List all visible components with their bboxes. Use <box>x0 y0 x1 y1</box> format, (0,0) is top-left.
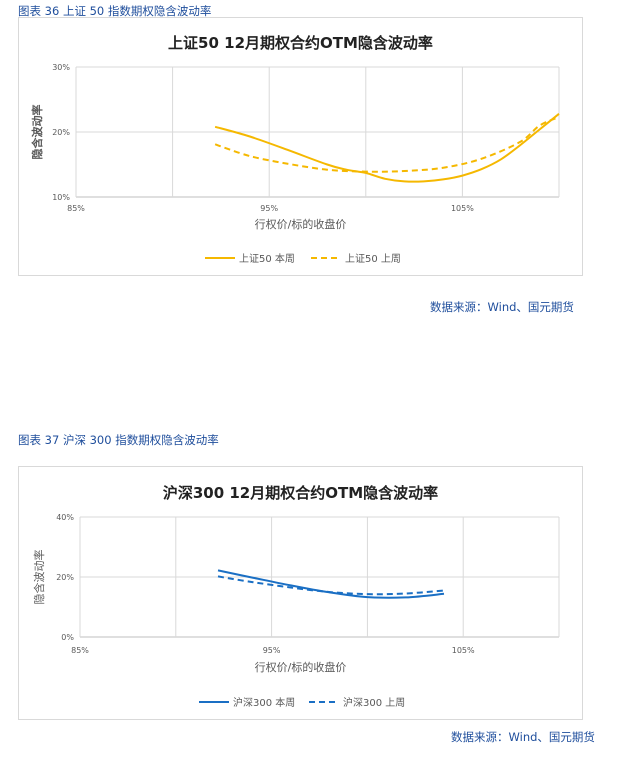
series-line-last-week <box>214 116 560 173</box>
x-tick-label: 95% <box>263 646 281 655</box>
legend-label: 沪深300 上周 <box>343 696 405 709</box>
y-axis-title: 隐含波动率 <box>30 105 44 160</box>
x-tick-label: 105% <box>452 646 475 655</box>
series-line-this-week <box>214 113 560 183</box>
y-tick-label: 40% <box>56 513 74 522</box>
legend-label: 上证50 本周 <box>239 252 295 265</box>
x-axis-title: 行权价/标的收盘价 <box>255 660 347 674</box>
x-axis-title: 行权价/标的收盘价 <box>255 217 347 231</box>
chart-csi300: 沪深300 12月期权合约OTM隐含波动率 0% 20% 40% 85% 95% 105% 行… <box>18 466 583 720</box>
x-tick-label: 85% <box>71 646 89 655</box>
chart-sse50-svg: 上证50 12月期权合约OTM隐含波动率 10% 20% 30% 85% 95% 105% 行… <box>30 34 560 265</box>
x-tick-label: 95% <box>260 204 278 213</box>
y-tick-label: 10% <box>52 193 70 202</box>
y-axis-title: 隐含波动率 <box>32 550 46 605</box>
data-source-37: 数据来源：Wind、国元期货 <box>451 730 595 744</box>
y-tick-label: 20% <box>56 573 74 582</box>
y-tick-label: 20% <box>52 128 70 137</box>
figure-caption-36: 图表 36 上证 50 指数期权隐含波动率 <box>18 4 212 18</box>
chart-title: 上证50 12月期权合约OTM隐含波动率 <box>168 34 433 52</box>
data-source-36: 数据来源：Wind、国元期货 <box>430 300 574 314</box>
y-tick-label: 0% <box>61 633 74 642</box>
figure-caption-37: 图表 37 沪深 300 指数期权隐含波动率 <box>18 433 219 447</box>
chart-title: 沪深300 12月期权合约OTM隐含波动率 <box>163 484 438 502</box>
legend-label: 上证50 上周 <box>345 253 401 265</box>
legend-label: 沪深300 本周 <box>233 696 295 709</box>
x-tick-label: 85% <box>67 204 85 213</box>
x-tick-label: 105% <box>451 204 474 213</box>
series-line-last-week <box>217 575 445 596</box>
chart-sse50: 上证50 12月期权合约OTM隐含波动率 10% 20% 30% 85% 95% 105% 行… <box>18 17 583 276</box>
y-tick-label: 30% <box>52 63 70 72</box>
chart-csi300-svg: 沪深300 12月期权合约OTM隐含波动率 0% 20% 40% 85% 95% 105% 行… <box>32 484 560 709</box>
